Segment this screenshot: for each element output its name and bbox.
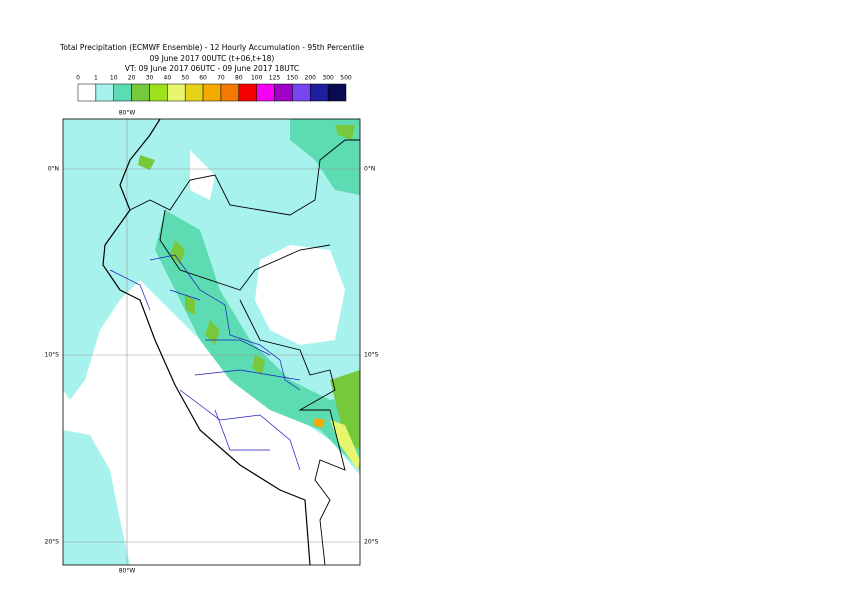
legend-swatch <box>256 83 275 102</box>
lat-label: 10°S <box>364 352 379 359</box>
lat-label: 20°S <box>364 539 379 546</box>
map-frame <box>62 118 361 566</box>
legend-swatch <box>220 83 240 102</box>
legend-label: 125 <box>269 75 281 82</box>
lat-label: 0°N <box>48 166 59 173</box>
legend-label: 50 <box>181 75 189 82</box>
legend-swatch <box>149 83 168 102</box>
map: 80°W 80°W 0°N 0°N 10°S 10°S 20°S 20°S <box>45 110 379 575</box>
run-time: 09 June 2017 00UTC (t+06,t+18) <box>150 54 275 63</box>
legend-label: 70 <box>217 75 225 82</box>
legend-swatch <box>167 83 186 102</box>
legend-label: 0 <box>76 75 80 82</box>
legend-label: 40 <box>164 75 172 82</box>
legend-label: 60 <box>199 75 207 82</box>
legend-label: 500 <box>340 75 352 82</box>
lon-label: 80°W <box>119 110 136 117</box>
precip-field <box>63 119 360 565</box>
valid-time: VT: 09 June 2017 06UTC - 09 June 2017 18… <box>125 64 299 73</box>
legend-swatch <box>95 83 114 102</box>
legend-label: 1 <box>94 75 98 82</box>
legend-swatch <box>274 83 293 102</box>
lat-label: 10°S <box>45 352 60 359</box>
title: Total Precipitation (ECMWF Ensemble) - 1… <box>59 43 364 52</box>
legend-label: 150 <box>287 75 299 82</box>
legend-label: 80 <box>235 75 243 82</box>
legend: 0 1 10 20 30 40 50 60 70 80 100 125 150 200 300 500 <box>76 75 352 102</box>
legend-label: 200 <box>305 75 317 82</box>
legend-label: 20 <box>128 75 136 82</box>
legend-label: 10 <box>110 75 118 82</box>
legend-swatch <box>113 83 132 102</box>
legend-swatch <box>131 83 150 102</box>
legend-swatch <box>184 83 204 102</box>
legend-label: 30 <box>146 75 154 82</box>
legend-swatch <box>77 83 97 102</box>
legend-swatch <box>202 83 222 102</box>
legend-swatch <box>310 83 329 102</box>
lat-label: 20°S <box>45 539 60 546</box>
legend-swatch <box>292 83 311 102</box>
legend-swatch <box>238 83 257 102</box>
legend-label: 300 <box>322 75 334 82</box>
lat-label: 0°N <box>364 166 375 173</box>
legend-label: 100 <box>251 75 263 82</box>
lon-label: 80°W <box>119 568 136 575</box>
legend-swatch <box>327 83 347 102</box>
